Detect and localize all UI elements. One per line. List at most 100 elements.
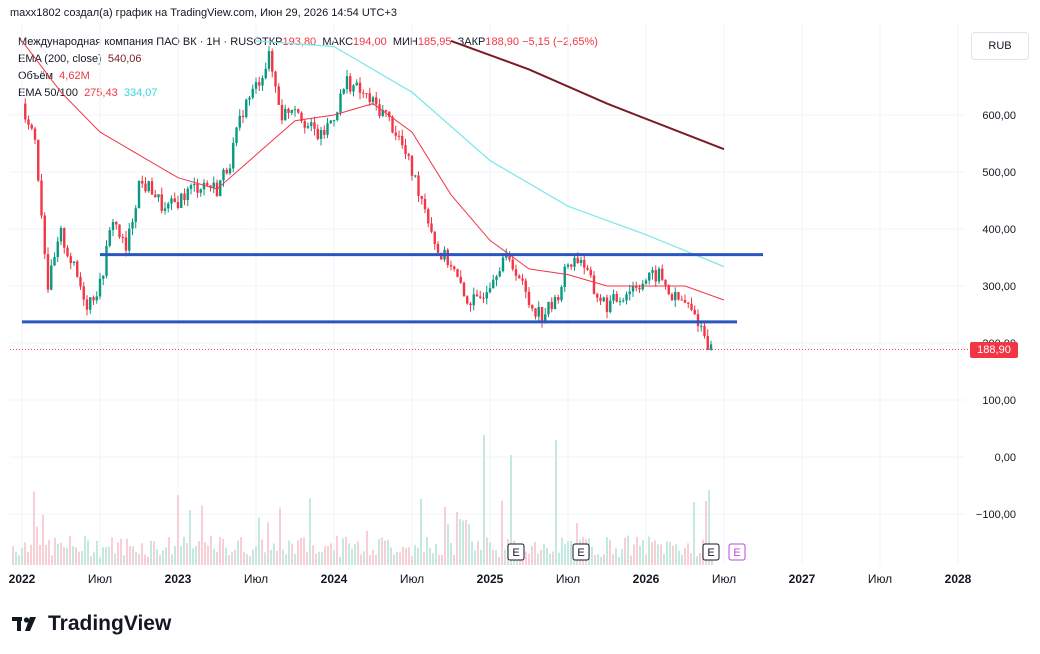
candle-body xyxy=(654,270,657,282)
volume-bar xyxy=(375,554,377,565)
candle-body xyxy=(599,297,602,302)
volume-bar xyxy=(240,537,242,565)
candle-body xyxy=(501,257,505,272)
legend-ema-row[interactable]: EMA 50/100 275,43 334,07 xyxy=(18,85,598,102)
candle-body xyxy=(339,93,342,113)
candle-body xyxy=(287,108,290,113)
candle-body xyxy=(618,300,622,302)
volume-bar xyxy=(261,539,263,565)
candle-body xyxy=(550,301,553,309)
candle-body xyxy=(46,254,50,290)
volume-bar xyxy=(327,546,329,565)
candle-body xyxy=(420,196,423,199)
ema100-value: 334,07 xyxy=(123,87,158,99)
volume-bar xyxy=(219,537,221,565)
candle-body xyxy=(222,169,225,181)
candle-body xyxy=(108,230,111,246)
volume-bar xyxy=(618,556,620,565)
tradingview-logo[interactable]: TradingView xyxy=(12,612,171,636)
volume-bar xyxy=(312,545,314,565)
ema-label: EMA 50/100 xyxy=(18,87,78,99)
currency-button[interactable]: RUB xyxy=(971,32,1029,60)
candle-body xyxy=(313,122,316,129)
candle-body xyxy=(173,198,176,203)
candle-body xyxy=(248,97,251,100)
legend-ema200-row[interactable]: EMA (200, close) 540,06 xyxy=(18,51,598,68)
candle-body xyxy=(43,215,46,255)
volume-bar xyxy=(222,538,224,565)
candle-body xyxy=(66,247,69,257)
volume-bar xyxy=(603,554,605,565)
candle-body xyxy=(436,243,440,253)
legend-volume-row[interactable]: Объём 4,62M xyxy=(18,68,598,85)
volume-bar xyxy=(255,546,257,565)
volume-bar xyxy=(381,537,383,565)
volume-bar xyxy=(528,553,530,565)
candle-body xyxy=(498,271,501,277)
candle-body xyxy=(40,180,43,216)
earnings-marker[interactable] xyxy=(572,543,590,561)
candle-body xyxy=(589,269,592,276)
volume-bar xyxy=(633,544,635,565)
candle-body xyxy=(547,301,550,315)
volume-bar xyxy=(495,550,497,565)
volume-bar xyxy=(699,553,701,565)
candle-body xyxy=(690,303,693,310)
candle-body xyxy=(693,309,696,315)
candle-body xyxy=(293,109,297,111)
candle-body xyxy=(53,256,56,266)
candle-body xyxy=(635,285,638,288)
candle-body xyxy=(362,92,365,94)
earnings-marker[interactable] xyxy=(702,543,720,561)
legend-symbol[interactable]: Международная компания ПАО ВК · 1Н · RUS xyxy=(18,36,254,48)
candle-body xyxy=(641,283,644,290)
volume-bar xyxy=(543,543,545,565)
candle-body xyxy=(261,78,264,86)
volume-bar xyxy=(477,541,479,565)
volume-bar xyxy=(621,549,623,565)
candle-body xyxy=(206,182,209,186)
volume-bar xyxy=(135,551,137,565)
candle-body xyxy=(651,270,654,273)
price-chart[interactable]: 600,00500,00400,00300,00200,00100,000,00… xyxy=(0,0,1040,600)
volume-bar xyxy=(15,551,17,565)
volume-bar xyxy=(537,553,539,565)
volume-bar xyxy=(171,554,173,565)
candle-body xyxy=(352,85,355,92)
candle-body xyxy=(63,228,66,248)
candle-body xyxy=(586,267,589,270)
candle-body xyxy=(219,180,222,196)
candle-body xyxy=(576,257,579,264)
candle-body xyxy=(404,145,407,155)
candle-body xyxy=(407,154,410,156)
volume-bar xyxy=(90,556,92,565)
earnings-marker[interactable] xyxy=(507,543,525,561)
volume-bar xyxy=(561,537,563,565)
volume-bar xyxy=(243,552,245,565)
volume-bar xyxy=(405,548,407,565)
volume-bar xyxy=(675,544,677,565)
candle-body xyxy=(371,97,375,103)
candle-body xyxy=(388,111,391,117)
volume-bar xyxy=(693,501,695,565)
candle-body xyxy=(368,93,371,103)
x-tick-label: Июл xyxy=(400,572,424,586)
volume-bar xyxy=(705,500,707,565)
volume-bar xyxy=(54,537,56,565)
volume-bar xyxy=(57,543,59,565)
volume-bar xyxy=(480,549,482,565)
earnings-marker[interactable] xyxy=(728,543,746,561)
volume-bar xyxy=(504,549,506,565)
volume-bar xyxy=(342,538,344,565)
volume-bar xyxy=(258,517,260,565)
volume-bar xyxy=(648,536,650,565)
volume-bar xyxy=(39,544,41,565)
volume-bar xyxy=(594,554,596,565)
candle-body xyxy=(518,275,521,279)
volume-bar xyxy=(360,554,362,565)
candle-body xyxy=(69,256,72,264)
x-tick-label: 2023 xyxy=(165,572,192,586)
volume-bar xyxy=(357,541,359,565)
candle-body xyxy=(76,261,79,277)
volume-bar xyxy=(48,539,50,565)
